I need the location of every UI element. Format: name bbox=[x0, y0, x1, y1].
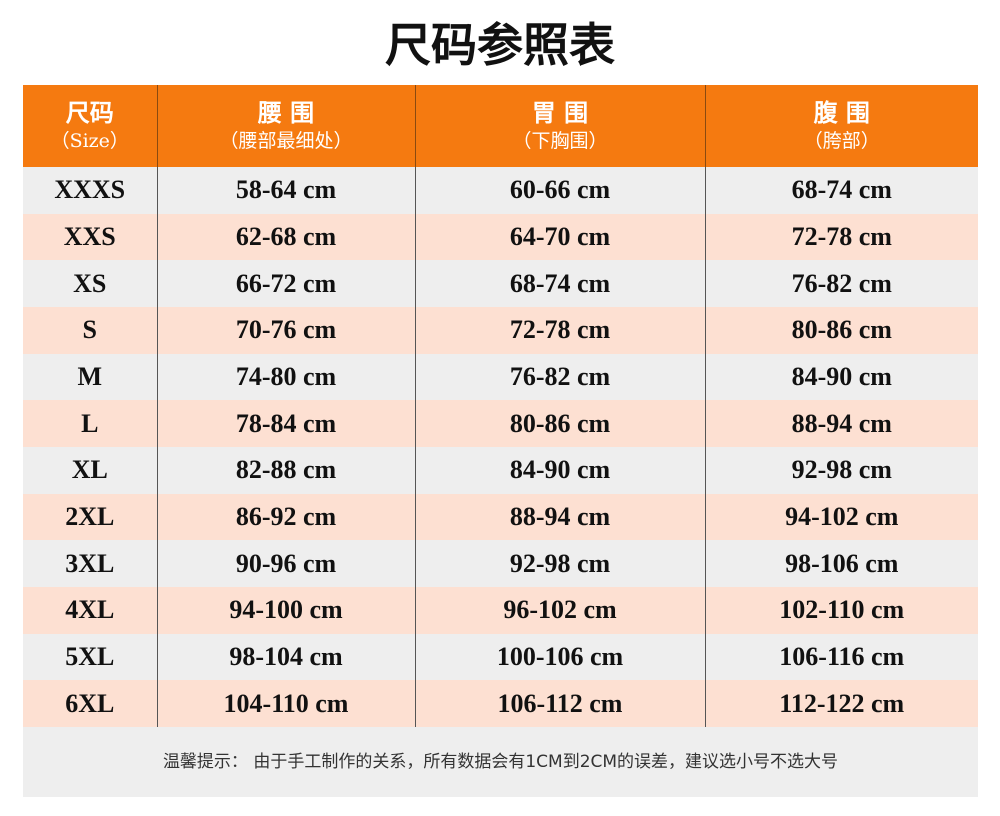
measure-cell: 106-116 cm bbox=[704, 633, 978, 681]
size-cell: 6XL bbox=[23, 680, 157, 727]
measure-cell: 92-98 cm bbox=[704, 446, 978, 494]
measure-cell: 88-94 cm bbox=[704, 400, 978, 447]
measure-cell: 72-78 cm bbox=[704, 213, 978, 261]
size-cell: XS bbox=[23, 260, 157, 307]
column-subtitle: （Size） bbox=[50, 130, 129, 152]
column-header: 尺码 （Size） bbox=[23, 85, 157, 167]
measure-cell: 98-104 cm bbox=[156, 633, 415, 681]
column-header: 胃 围 （下胸围） bbox=[414, 85, 705, 167]
measure-cell: 98-106 cm bbox=[704, 540, 978, 587]
table-body: XXXS 58-64 cm 60-66 cm 68-74 cm XXS 62-68 cm 6… bbox=[23, 167, 978, 727]
size-cell: S bbox=[23, 306, 157, 354]
table-row: XXXS 58-64 cm 60-66 cm 68-74 cm bbox=[23, 167, 978, 214]
footer-note: 温馨提示： 由于手工制作的关系，所有数据会有1CM到2CM的误差，建议选小号不选… bbox=[23, 727, 978, 797]
table-row: L 78-84 cm 80-86 cm 88-94 cm bbox=[23, 400, 978, 447]
measure-cell: 68-74 cm bbox=[704, 167, 978, 214]
size-cell: XXS bbox=[23, 213, 157, 261]
measure-cell: 102-110 cm bbox=[704, 586, 978, 634]
measure-cell: 92-98 cm bbox=[414, 540, 705, 587]
column-title: 腰 围 bbox=[257, 99, 315, 127]
measure-cell: 72-78 cm bbox=[414, 306, 705, 354]
size-cell: L bbox=[23, 400, 157, 447]
measure-cell: 58-64 cm bbox=[156, 167, 415, 214]
measure-cell: 60-66 cm bbox=[414, 167, 705, 214]
table-row: XL 82-88 cm 84-90 cm 92-98 cm bbox=[23, 446, 978, 494]
measure-cell: 64-70 cm bbox=[414, 213, 705, 261]
column-title: 腹 围 bbox=[813, 99, 870, 127]
measure-cell: 62-68 cm bbox=[156, 213, 415, 261]
size-cell: XXXS bbox=[23, 167, 157, 214]
column-subtitle: （腰部最细处） bbox=[219, 130, 353, 152]
table-row: XS 66-72 cm 68-74 cm 76-82 cm bbox=[23, 260, 978, 307]
measure-cell: 66-72 cm bbox=[156, 260, 415, 307]
measure-cell: 70-76 cm bbox=[156, 306, 415, 354]
measure-cell: 78-84 cm bbox=[156, 400, 415, 447]
measure-cell: 96-102 cm bbox=[414, 586, 705, 634]
measure-cell: 80-86 cm bbox=[414, 400, 705, 447]
table-row: S 70-76 cm 72-78 cm 80-86 cm bbox=[23, 306, 978, 354]
column-subtitle: （下胸围） bbox=[512, 130, 608, 152]
size-cell: 3XL bbox=[23, 540, 157, 587]
header-row: 尺码 （Size） 腰 围 （腰部最细处） 胃 围 （下胸围） 腹 围 （胯部） bbox=[23, 85, 978, 167]
size-cell: 2XL bbox=[23, 493, 157, 541]
table-row: 2XL 86-92 cm 88-94 cm 94-102 cm bbox=[23, 493, 978, 541]
table-row: 6XL 104-110 cm 106-112 cm 112-122 cm bbox=[23, 680, 978, 727]
size-cell: M bbox=[23, 353, 157, 401]
table-row: 3XL 90-96 cm 92-98 cm 98-106 cm bbox=[23, 540, 978, 587]
measure-cell: 74-80 cm bbox=[156, 353, 415, 401]
table-row: 5XL 98-104 cm 100-106 cm 106-116 cm bbox=[23, 633, 978, 681]
measure-cell: 88-94 cm bbox=[414, 493, 705, 541]
measure-cell: 106-112 cm bbox=[414, 680, 705, 727]
measure-cell: 84-90 cm bbox=[704, 353, 978, 401]
measure-cell: 86-92 cm bbox=[156, 493, 415, 541]
measure-cell: 84-90 cm bbox=[414, 446, 705, 494]
column-title: 尺码 bbox=[65, 99, 114, 127]
size-cell: 4XL bbox=[23, 586, 157, 634]
measure-cell: 76-82 cm bbox=[414, 353, 705, 401]
measure-cell: 76-82 cm bbox=[704, 260, 978, 307]
measure-cell: 90-96 cm bbox=[156, 540, 415, 587]
size-cell: 5XL bbox=[23, 633, 157, 681]
column-subtitle: （胯部） bbox=[803, 130, 880, 152]
measure-cell: 94-100 cm bbox=[156, 586, 415, 634]
table-row: 4XL 94-100 cm 96-102 cm 102-110 cm bbox=[23, 586, 978, 634]
measure-cell: 112-122 cm bbox=[704, 680, 978, 727]
measure-cell: 94-102 cm bbox=[704, 493, 978, 541]
measure-cell: 82-88 cm bbox=[156, 446, 415, 494]
column-header: 腰 围 （腰部最细处） bbox=[156, 85, 415, 167]
measure-cell: 68-74 cm bbox=[414, 260, 705, 307]
title: 尺码参照表 bbox=[385, 18, 615, 72]
measure-cell: 104-110 cm bbox=[156, 680, 415, 727]
measure-cell: 100-106 cm bbox=[414, 633, 705, 681]
table-row: M 74-80 cm 76-82 cm 84-90 cm bbox=[23, 353, 978, 401]
measure-cell: 80-86 cm bbox=[704, 306, 978, 354]
column-header: 腹 围 （胯部） bbox=[704, 85, 978, 167]
size-table: 尺码 （Size） 腰 围 （腰部最细处） 胃 围 （下胸围） 腹 围 （胯部） XXXS 58… bbox=[23, 85, 978, 727]
table-row: XXS 62-68 cm 64-70 cm 72-78 cm bbox=[23, 213, 978, 261]
size-cell: XL bbox=[23, 446, 157, 494]
column-title: 胃 围 bbox=[531, 99, 589, 127]
